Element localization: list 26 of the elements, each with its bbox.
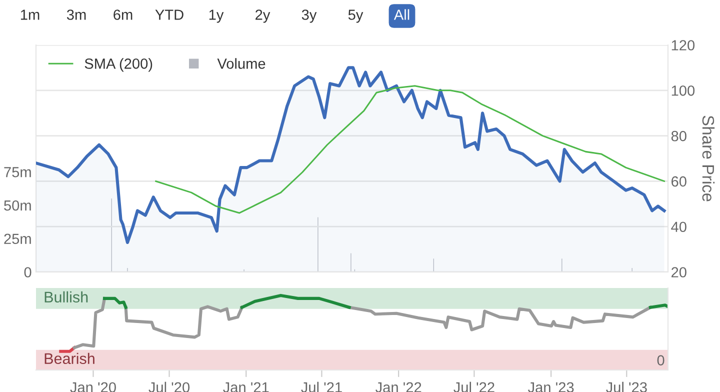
text: 6m	[114, 10, 132, 20]
text: 3y	[302, 10, 317, 23]
annotation: 0	[657, 355, 664, 366]
y-tick-label: 100	[672, 86, 695, 96]
y-axis-title: Share Price	[702, 116, 715, 202]
band-label: Bullish	[44, 291, 88, 303]
text: 1m	[20, 10, 40, 20]
text: All	[394, 9, 410, 20]
legend-label: Volume	[217, 58, 266, 69]
y2-tick-label: 50m	[4, 200, 31, 211]
legend-label: SMA (200)	[84, 58, 152, 72]
y-tick-label: 80	[671, 130, 686, 142]
y-tick-label: 20	[672, 267, 686, 278]
text: 5y	[348, 10, 364, 23]
text: 2y	[256, 10, 270, 23]
text: YTD	[155, 10, 184, 20]
text: 3m	[66, 10, 86, 20]
line-series	[155, 85, 666, 214]
y2-tick-label: 75m	[4, 167, 31, 178]
band-label: Bearish	[44, 352, 94, 364]
y-tick-label: 60	[672, 176, 686, 187]
y-tick-label: 120	[672, 40, 695, 50]
y2-tick-label: 25m	[4, 234, 31, 244]
y2-tick-label: 0	[24, 267, 32, 278]
text: 1y	[209, 10, 224, 23]
y-tick-label: 40	[671, 222, 686, 232]
